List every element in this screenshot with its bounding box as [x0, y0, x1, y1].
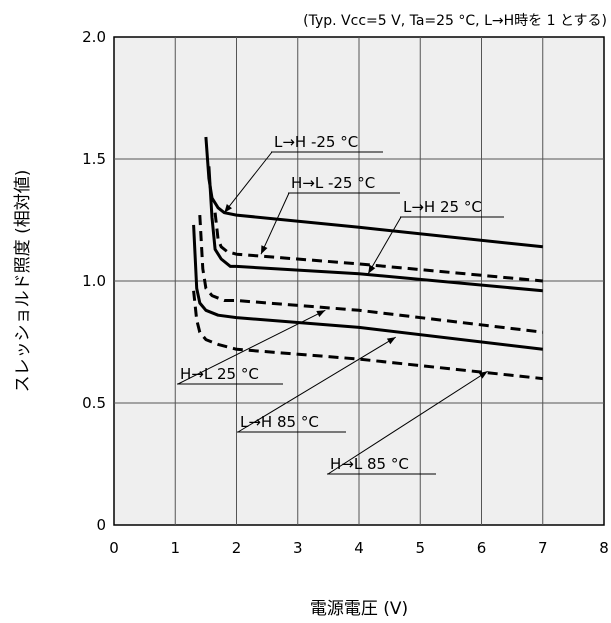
arrowhead-icon	[368, 264, 376, 274]
series-label-4: L→H 85 °C	[240, 413, 319, 431]
y-axis-title: スレッショルド照度 (相対値)	[13, 170, 33, 393]
series-line-3	[198, 215, 543, 334]
series-label-3: H→L 25 °C	[180, 365, 259, 383]
series-label-5: H→L 85 °C	[330, 455, 409, 473]
arrowhead-icon	[224, 204, 232, 213]
x-tick-label: 8	[599, 539, 609, 557]
x-tick-label: 3	[293, 539, 303, 557]
x-tick-label: 7	[538, 539, 548, 557]
x-tick-label: 0	[109, 539, 119, 557]
arrowhead-icon	[386, 337, 396, 345]
y-tick-label: 1.5	[82, 150, 106, 168]
series-line-2	[207, 166, 543, 293]
x-tick-labels: 0 1 2 3 4 5 6 7 8	[109, 539, 609, 557]
y-tick-label: 2.0	[82, 28, 106, 46]
x-tick-label: 6	[477, 539, 487, 557]
series-label-2: L→H 25 °C	[403, 198, 482, 216]
series-lines	[192, 136, 543, 381]
series-label-1: H→L -25 °C	[291, 174, 375, 192]
y-tick-labels: 0 0.5 1.0 1.5 2.0	[82, 28, 106, 534]
series-label-leader	[223, 151, 273, 213]
x-tick-label: 5	[415, 539, 425, 557]
series-label-0: L→H -25 °C	[274, 133, 358, 151]
y-tick-label: 0.5	[82, 394, 106, 412]
x-axis-title: 電源電圧 (V)	[310, 599, 408, 619]
x-tick-label: 1	[170, 539, 180, 557]
arrowhead-icon	[478, 371, 488, 379]
series-label-leader	[177, 309, 326, 385]
series-label-leader	[237, 336, 397, 433]
arrowhead-icon	[261, 245, 268, 255]
series-label-leader	[327, 370, 488, 475]
series-labels: L→H -25 °C H→L -25 °C L→H 25 °C H→L 25 °C L→…	[177, 133, 504, 475]
series-label-leader	[260, 192, 290, 255]
x-tick-label: 2	[232, 539, 242, 557]
y-tick-label: 0	[96, 516, 106, 534]
condition-note: (Typ. Vcc=5 V, Ta=25 °C, L→H時を 1 とする)	[303, 13, 607, 29]
arrowhead-icon	[316, 310, 326, 317]
y-tick-label: 1.0	[82, 272, 106, 290]
series-line-4	[192, 224, 543, 351]
x-tick-label: 4	[354, 539, 364, 557]
series-label-leader	[367, 216, 402, 274]
